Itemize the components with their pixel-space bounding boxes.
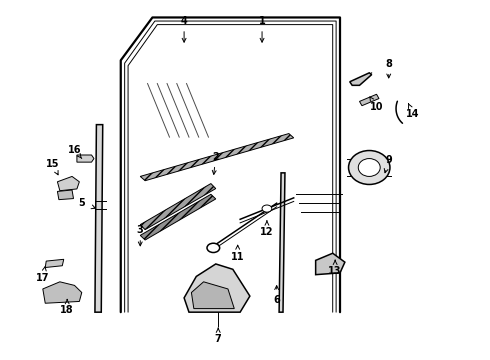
Text: 11: 11 (231, 252, 245, 262)
Text: 12: 12 (260, 227, 274, 237)
Polygon shape (140, 134, 294, 181)
Polygon shape (57, 190, 74, 200)
Text: 4: 4 (181, 16, 188, 26)
Circle shape (207, 243, 220, 252)
Text: 10: 10 (370, 102, 383, 112)
Polygon shape (43, 282, 82, 303)
Text: 18: 18 (60, 305, 74, 315)
Polygon shape (279, 173, 285, 312)
Polygon shape (140, 194, 216, 240)
Text: 5: 5 (78, 198, 85, 208)
Ellipse shape (358, 158, 380, 176)
Text: 17: 17 (36, 273, 49, 283)
Text: 6: 6 (273, 295, 280, 305)
Text: 8: 8 (385, 59, 392, 69)
Text: 7: 7 (215, 334, 221, 344)
Text: 3: 3 (137, 225, 144, 235)
Text: 14: 14 (406, 109, 420, 119)
Polygon shape (184, 264, 250, 312)
Text: 13: 13 (328, 266, 342, 276)
Polygon shape (350, 73, 372, 85)
Polygon shape (77, 155, 94, 162)
Polygon shape (57, 176, 79, 191)
Polygon shape (45, 259, 64, 267)
Polygon shape (140, 184, 216, 230)
Text: 16: 16 (68, 145, 81, 155)
Polygon shape (192, 282, 234, 309)
Circle shape (262, 205, 272, 212)
Polygon shape (360, 94, 379, 106)
Ellipse shape (348, 150, 390, 184)
Polygon shape (316, 253, 345, 275)
Polygon shape (95, 125, 103, 312)
Text: 2: 2 (212, 152, 219, 162)
Text: 9: 9 (385, 156, 392, 165)
Text: 1: 1 (259, 16, 266, 26)
Text: 15: 15 (46, 159, 59, 169)
